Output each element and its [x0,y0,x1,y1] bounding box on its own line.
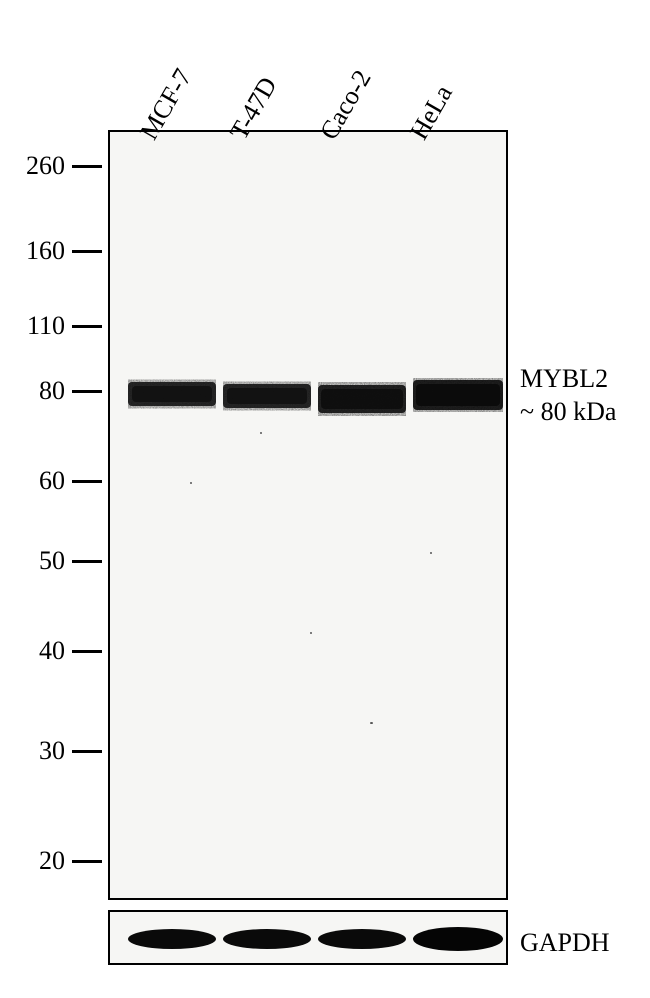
mw-label-160: 160 [15,236,65,266]
loading-band-lane-3 [413,926,503,952]
mw-tick-30 [72,750,102,753]
mw-tick-260 [72,165,102,168]
mw-label-60: 60 [15,466,65,496]
loading-band-lane-1 [223,928,311,950]
noise [430,552,432,554]
main-band-lane-2 [318,382,406,416]
loading-band-lane-0 [128,928,216,950]
mw-tick-110 [72,325,102,328]
main-band-lane-1 [223,380,311,412]
main-band-lane-0 [128,378,216,410]
mw-tick-20 [72,860,102,863]
loading-band-lane-2 [318,928,406,950]
noise [260,432,262,434]
mw-label-260: 260 [15,151,65,181]
protein-size-label: ~ 80 kDa [520,395,616,429]
mw-label-50: 50 [15,546,65,576]
mw-tick-160 [72,250,102,253]
western-blot-figure: MCF-7 T-47D Caco-2 HeLa 260 160 110 80 6… [0,0,650,998]
noise [310,632,312,634]
mw-tick-80 [72,390,102,393]
main-blot-box [108,130,508,900]
mw-label-40: 40 [15,636,65,666]
loading-control-label: GAPDH [520,926,610,960]
main-band-lane-3 [413,378,503,412]
mw-label-20: 20 [15,846,65,876]
noise [190,482,192,484]
mw-label-110: 110 [15,311,65,341]
mw-tick-40 [72,650,102,653]
protein-name-label: MYBL2 [520,362,608,396]
mw-label-80: 80 [15,376,65,406]
mw-tick-50 [72,560,102,563]
mw-tick-60 [72,480,102,483]
mw-label-30: 30 [15,736,65,766]
noise [370,722,373,724]
